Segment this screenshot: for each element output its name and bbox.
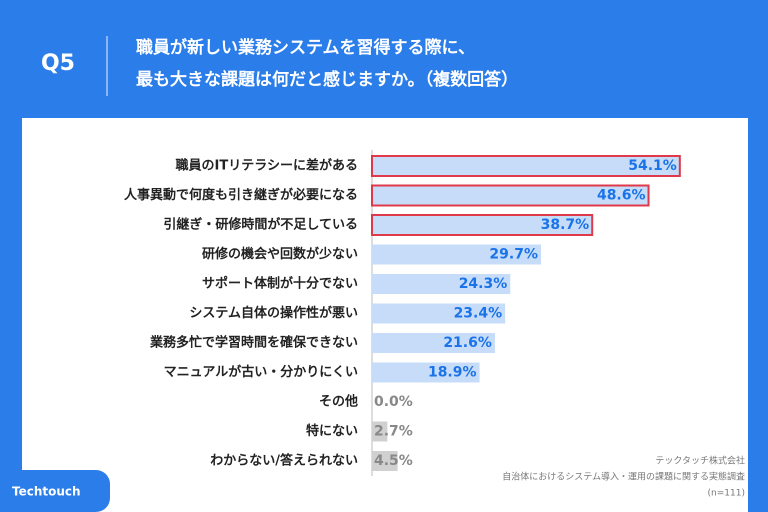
bar [372,303,506,324]
category-label: 特にない [306,423,358,439]
bar [372,362,480,383]
category-label: その他 [319,394,358,410]
category-label: 業務多忙で学習時間を確保できない [149,335,358,351]
category-label: 引継ぎ・研修時間が不足している [163,217,358,233]
category-label: 研修の機会や回数が少ない [202,246,358,262]
value-label: 21.6% [443,335,492,351]
value-label: 2.7% [374,424,413,440]
category-label: 人事異動で何度も引き継ぎが必要になる [124,187,358,203]
question: Q5 [41,51,75,76]
category-label: 職員のITリテラシーに差がある [176,158,358,174]
category-label: わからない/答えられない [210,453,358,469]
value-label: 23.4% [454,306,503,322]
bar [371,214,594,236]
bar [371,184,650,207]
value-label: 29.7% [489,247,538,263]
logo-box [0,470,110,512]
value-label: 18.9% [428,365,477,381]
value-label: 48.6% [597,188,646,204]
value-label: 38.7% [541,217,590,233]
source: テックタッチ株式会社 [655,455,745,467]
bar [372,274,511,294]
source: 自治体におけるシステム導入・運用の課題に関する実態調査 [502,471,745,483]
bar [372,333,495,353]
bar [372,244,541,265]
bar [372,451,398,471]
value-label: 54.1% [628,158,677,174]
value-label: 0.0% [374,394,413,410]
source: (n=111) [708,489,745,499]
category-label: マニュアルが古い・分かりにくい [164,364,358,380]
value-label: 4.5% [374,453,413,469]
logo: Techtouch [12,485,81,499]
bar [372,421,388,442]
category-label: サポート体制が十分でない [202,276,358,292]
value-label: 24.3% [459,276,508,292]
category-label: システム自体の操作性が悪い [189,305,358,321]
title-line: 最も大きな課題は何だと感じますか。（複数回答） [136,69,518,90]
bar [371,155,681,177]
title-line: 職員が新しい業務システムを習得する際に、 [136,37,475,58]
